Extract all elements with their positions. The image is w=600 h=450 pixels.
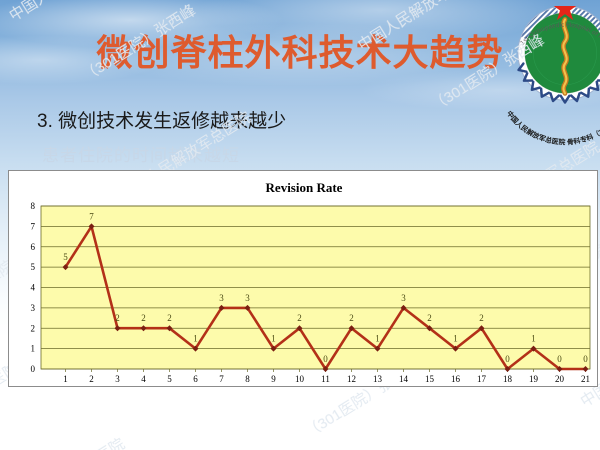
- svg-text:1: 1: [453, 334, 458, 344]
- svg-text:11: 11: [321, 374, 330, 384]
- svg-text:21: 21: [581, 374, 590, 384]
- svg-text:7: 7: [89, 211, 94, 221]
- svg-text:1: 1: [271, 334, 276, 344]
- svg-text:14: 14: [399, 374, 409, 384]
- svg-text:2: 2: [167, 313, 172, 323]
- svg-text:18: 18: [503, 374, 513, 384]
- svg-text:6: 6: [31, 242, 36, 252]
- svg-text:2: 2: [427, 313, 432, 323]
- svg-text:2: 2: [89, 374, 94, 384]
- svg-text:3: 3: [245, 293, 250, 303]
- svg-text:10: 10: [295, 374, 305, 384]
- svg-text:2: 2: [115, 313, 120, 323]
- svg-text:3: 3: [401, 293, 406, 303]
- svg-text:Revision Rate: Revision Rate: [266, 180, 343, 195]
- svg-text:1: 1: [63, 374, 68, 384]
- svg-text:0: 0: [583, 354, 588, 364]
- svg-text:20: 20: [555, 374, 565, 384]
- svg-text:2: 2: [479, 313, 484, 323]
- svg-text:3: 3: [219, 293, 224, 303]
- svg-text:1: 1: [375, 334, 380, 344]
- svg-text:4: 4: [31, 283, 36, 293]
- svg-text:1: 1: [193, 334, 198, 344]
- svg-text:19: 19: [529, 374, 539, 384]
- svg-text:8: 8: [31, 201, 36, 211]
- svg-text:8: 8: [245, 374, 250, 384]
- svg-text:5: 5: [63, 252, 68, 262]
- svg-text:1: 1: [31, 344, 36, 354]
- svg-text:2: 2: [297, 313, 302, 323]
- svg-text:1: 1: [531, 334, 536, 344]
- svg-text:6: 6: [193, 374, 198, 384]
- svg-text:0: 0: [505, 354, 510, 364]
- svg-text:中国人民解放军总医院 骨科专科（301医院）: 中国人民解放军总医院 骨科专科（301医院）: [505, 109, 600, 147]
- svg-text:0: 0: [557, 354, 562, 364]
- svg-text:2: 2: [141, 313, 146, 323]
- svg-text:0: 0: [31, 364, 36, 374]
- svg-text:4: 4: [141, 374, 146, 384]
- svg-text:9: 9: [271, 374, 276, 384]
- svg-text:2: 2: [349, 313, 354, 323]
- svg-text:13: 13: [373, 374, 383, 384]
- svg-text:0: 0: [323, 354, 328, 364]
- svg-text:2: 2: [31, 323, 36, 333]
- svg-text:17: 17: [477, 374, 487, 384]
- svg-text:3: 3: [115, 374, 120, 384]
- svg-text:7: 7: [31, 221, 36, 231]
- svg-text:5: 5: [167, 374, 172, 384]
- svg-text:3: 3: [31, 303, 36, 313]
- svg-text:7: 7: [219, 374, 224, 384]
- svg-text:15: 15: [425, 374, 435, 384]
- svg-text:12: 12: [347, 374, 356, 384]
- svg-text:16: 16: [451, 374, 461, 384]
- svg-text:5: 5: [31, 262, 36, 272]
